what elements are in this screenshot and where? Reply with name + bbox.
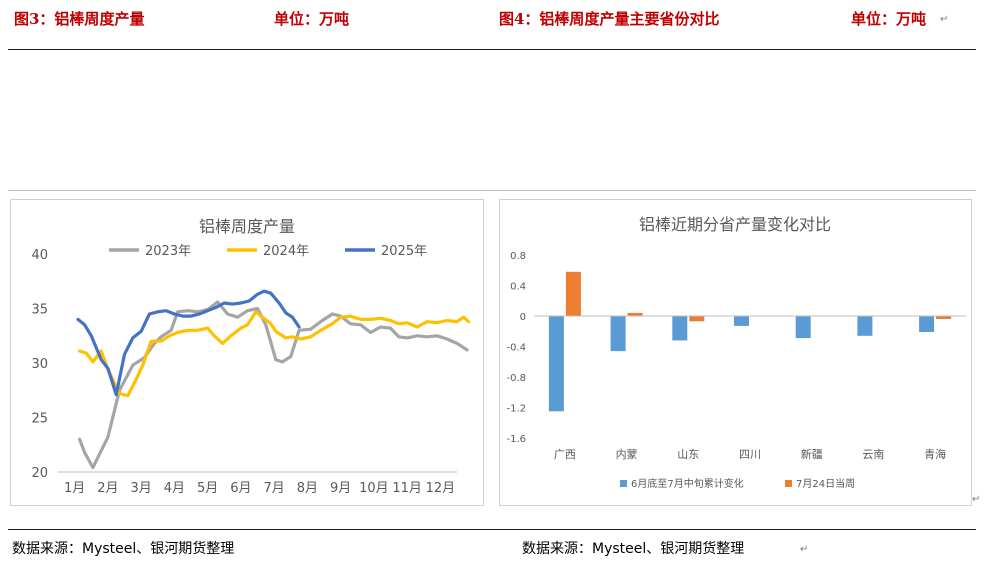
y-axis: 20 25 30 35 40 [31,248,48,481]
source-text: 数据来源：Mysteel、银河期货整理 [522,541,745,557]
bar-广西 [565,271,581,316]
bar-云南 [857,316,873,336]
legend-label: 2024年 [263,244,309,259]
bar-内蒙 [610,316,626,352]
x-tick-label: 新疆 [801,447,823,461]
fig3-title: 图3：铝棒周度产量 [14,8,144,29]
fig4-title-text: 图4：铝棒周度产量主要省份对比 [499,10,720,28]
x-tick-label: 1月 [64,481,85,496]
y-tick-label: -0.4 [506,343,526,354]
footer-rule [8,529,976,530]
chart-title: 铝棒周度产量 [199,217,295,236]
bar-青海 [919,316,935,332]
fig4-unit-text: 单位：万吨 [851,10,927,28]
y-tick-label: 0 [520,312,526,323]
x-tick-label: 6月 [230,481,251,496]
y-tick-label: 35 [31,303,48,318]
line-chart: 铝棒周度产量 2023年 2024年 2025年 20 25 30 35 40 1月 2月 3月… [31,217,471,496]
x-axis: 广西 内蒙 山东 四川 新疆 云南 青海 [534,315,966,461]
paragraph-mark: ↵ [940,14,949,25]
bars-group [548,271,952,412]
x-axis: 1月 2月 3月 4月 5月 6月 7月 8月 9月 10月 11月 12月 [58,471,457,496]
x-tick-label: 内蒙 [616,447,638,461]
x-tick-label: 四川 [739,448,761,461]
x-tick-label: 10月 [359,481,389,496]
y-tick-label: -1.2 [506,404,526,415]
y-tick-label: 20 [31,466,48,481]
bar-山东 [689,316,705,322]
paragraph-mark: ↵ [800,544,809,555]
series-line-2023年 [77,300,469,470]
paragraph-mark: ↵ [972,494,981,505]
y-tick-label: 40 [31,248,48,263]
legend-label: 2025年 [381,244,427,259]
bar-青海 [936,316,952,319]
line-chart-panel: 铝棒周度产量 2023年 2024年 2025年 20 25 30 35 40 1月 2月 3月… [10,199,484,506]
y-tick-label: -0.8 [506,373,526,384]
x-tick-label: 4月 [164,481,185,496]
bar-四川 [734,316,749,326]
legend: 2023年 2024年 2025年 [109,244,427,259]
y-tick-label: 0.8 [510,251,526,262]
x-tick-label: 9月 [330,481,351,496]
series-line-2025年 [76,289,301,397]
fig3-unit: 单位：万吨 [274,8,349,29]
x-tick-label: 2月 [97,481,118,496]
y-tick-label: 25 [31,412,48,427]
fig3-unit-text: 单位：万吨 [274,10,350,28]
legend-swatch [620,480,627,487]
x-tick-label: 8月 [297,481,318,496]
bar-内蒙 [627,312,643,316]
legend: 6月底至7月中旬累计变化 7月24日当周 [620,477,855,490]
section-rule [8,190,976,191]
x-tick-label: 5月 [197,481,218,496]
fig3-title-text: 图3：铝棒周度产量 [14,10,145,28]
fig4-title: 图4：铝棒周度产量主要省份对比 [499,8,719,29]
x-tick-label: 云南 [862,448,884,461]
y-tick-label: 0.4 [510,282,526,293]
x-tick-label: 11月 [392,481,422,496]
bar-新疆 [795,316,811,339]
series-group [76,289,471,470]
bar-广西 [548,316,564,412]
y-tick-label: -1.6 [506,434,526,445]
bar-chart: 铝棒近期分省产量变化对比 0.8 0.4 0 -0.4 -0.8 -1.2 -1.6 广西 内… [506,215,966,490]
source-text: 数据来源：Mysteel、银河期货整理 [12,541,235,557]
legend-label: 7月24日当周 [796,477,855,490]
source-note-right: 数据来源：Mysteel、银河期货整理 [522,538,744,558]
bar-chart-panel: 铝棒近期分省产量变化对比 0.8 0.4 0 -0.4 -0.8 -1.2 -1.6 广西 内… [499,199,972,506]
chart-title: 铝棒近期分省产量变化对比 [639,215,831,234]
series-line-2024年 [77,310,471,398]
y-axis: 0.8 0.4 0 -0.4 -0.8 -1.2 -1.6 [506,251,526,445]
y-tick-label: 30 [31,357,48,372]
x-tick-label: 山东 [677,448,699,461]
x-tick-label: 12月 [426,481,456,496]
bar-山东 [672,316,688,341]
fig4-unit: 单位：万吨 [851,8,926,29]
x-tick-label: 3月 [130,481,151,496]
legend-swatch [785,480,792,487]
header-rule [8,49,976,50]
legend-label: 6月底至7月中旬累计变化 [631,477,744,490]
legend-label: 2023年 [145,244,191,259]
x-tick-label: 青海 [924,447,946,461]
source-note-left: 数据来源：Mysteel、银河期货整理 [12,538,234,558]
x-tick-label: 7月 [263,481,284,496]
x-tick-label: 广西 [554,448,576,461]
